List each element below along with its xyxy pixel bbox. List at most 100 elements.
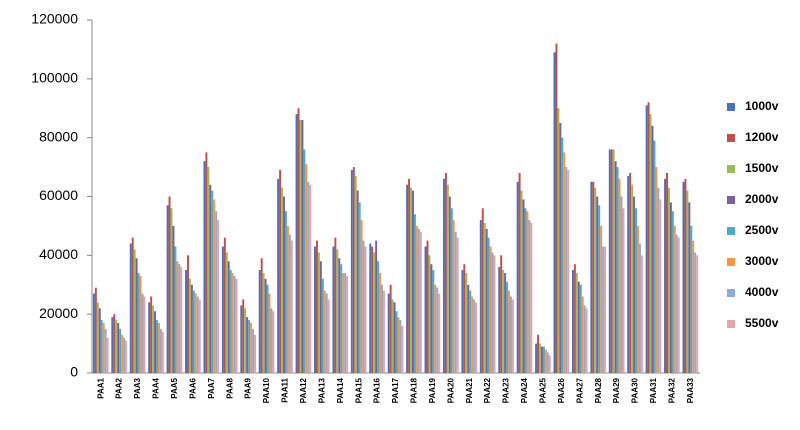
bar	[297, 108, 300, 373]
bar	[364, 246, 367, 373]
bar	[590, 181, 593, 373]
bar	[567, 170, 570, 373]
bar	[573, 264, 576, 373]
bar	[111, 317, 114, 373]
bar	[516, 181, 519, 373]
bar	[244, 308, 247, 373]
bar	[334, 237, 337, 373]
bar	[483, 222, 486, 373]
bar	[192, 290, 195, 373]
legend-label: 5500v	[745, 316, 779, 330]
bar	[600, 225, 603, 373]
bar	[187, 255, 189, 373]
x-tick-label: PAA5	[170, 377, 179, 398]
x-tick-label: PAA9	[244, 377, 253, 398]
bar	[694, 252, 697, 373]
bar	[323, 290, 326, 373]
bar	[141, 293, 144, 373]
bar	[327, 299, 330, 373]
y-tick-label: 80000	[39, 128, 78, 144]
bar	[295, 114, 298, 373]
bar	[264, 278, 267, 373]
bar	[309, 184, 312, 373]
bar	[299, 120, 302, 374]
bar	[340, 264, 343, 373]
bar	[415, 225, 418, 373]
bar	[542, 346, 545, 373]
bar	[592, 181, 595, 373]
x-tick-label: PAA7	[207, 377, 216, 398]
bar	[317, 252, 320, 373]
bar	[346, 275, 349, 373]
bar	[627, 175, 630, 373]
x-tick-label: PAA1	[96, 377, 105, 398]
bar	[657, 187, 660, 373]
bar	[448, 196, 451, 373]
bar	[688, 202, 691, 373]
bar	[645, 105, 648, 373]
bar	[196, 296, 199, 373]
bar	[428, 255, 431, 373]
bar	[469, 290, 472, 373]
bar	[631, 184, 634, 373]
x-tick-label: PAA28	[594, 377, 603, 403]
bar	[382, 290, 385, 373]
bar	[618, 178, 621, 373]
bar	[397, 317, 400, 373]
bar	[677, 237, 680, 373]
bar	[233, 275, 236, 373]
bar	[262, 272, 265, 373]
bar	[675, 234, 678, 373]
bar	[436, 287, 439, 373]
bar	[170, 208, 173, 373]
bar	[475, 302, 478, 373]
bar	[157, 322, 160, 373]
bar	[594, 187, 597, 373]
bar	[410, 187, 413, 373]
bar	[444, 172, 447, 373]
y-tick-label: 0	[70, 364, 78, 380]
bar	[362, 240, 365, 373]
legend-swatch	[727, 289, 735, 297]
bar	[485, 228, 488, 373]
bar	[344, 272, 347, 373]
bar	[161, 331, 164, 373]
bar	[635, 208, 638, 373]
bar	[260, 258, 263, 373]
bar	[106, 337, 109, 373]
bar	[406, 184, 409, 373]
bar	[577, 281, 580, 373]
bar	[614, 161, 617, 373]
bar	[535, 343, 538, 373]
bar	[524, 208, 527, 373]
bar	[104, 328, 107, 373]
bar	[620, 196, 623, 373]
bar	[393, 302, 396, 373]
bar	[602, 246, 605, 373]
bar	[412, 190, 414, 373]
bar	[281, 187, 284, 373]
legend-swatch	[727, 134, 735, 142]
bar	[188, 278, 191, 373]
bar	[696, 255, 699, 373]
bar	[467, 284, 470, 373]
legend-label: 1500v	[745, 161, 779, 175]
bar	[254, 334, 256, 373]
bar	[133, 249, 136, 373]
legend-swatch	[727, 258, 735, 266]
bar	[209, 184, 212, 373]
bar	[546, 352, 549, 373]
bar	[430, 264, 433, 373]
legend-swatch	[727, 320, 735, 328]
bar	[585, 308, 588, 373]
bar	[498, 267, 501, 373]
legend-label: 2000v	[745, 192, 779, 206]
bar	[686, 190, 689, 373]
bar	[159, 328, 162, 373]
bar	[121, 334, 124, 373]
bar	[242, 299, 245, 373]
x-tick-label: PAA15	[354, 377, 363, 403]
bar	[487, 237, 490, 373]
bar	[252, 328, 255, 373]
bar	[575, 272, 578, 373]
